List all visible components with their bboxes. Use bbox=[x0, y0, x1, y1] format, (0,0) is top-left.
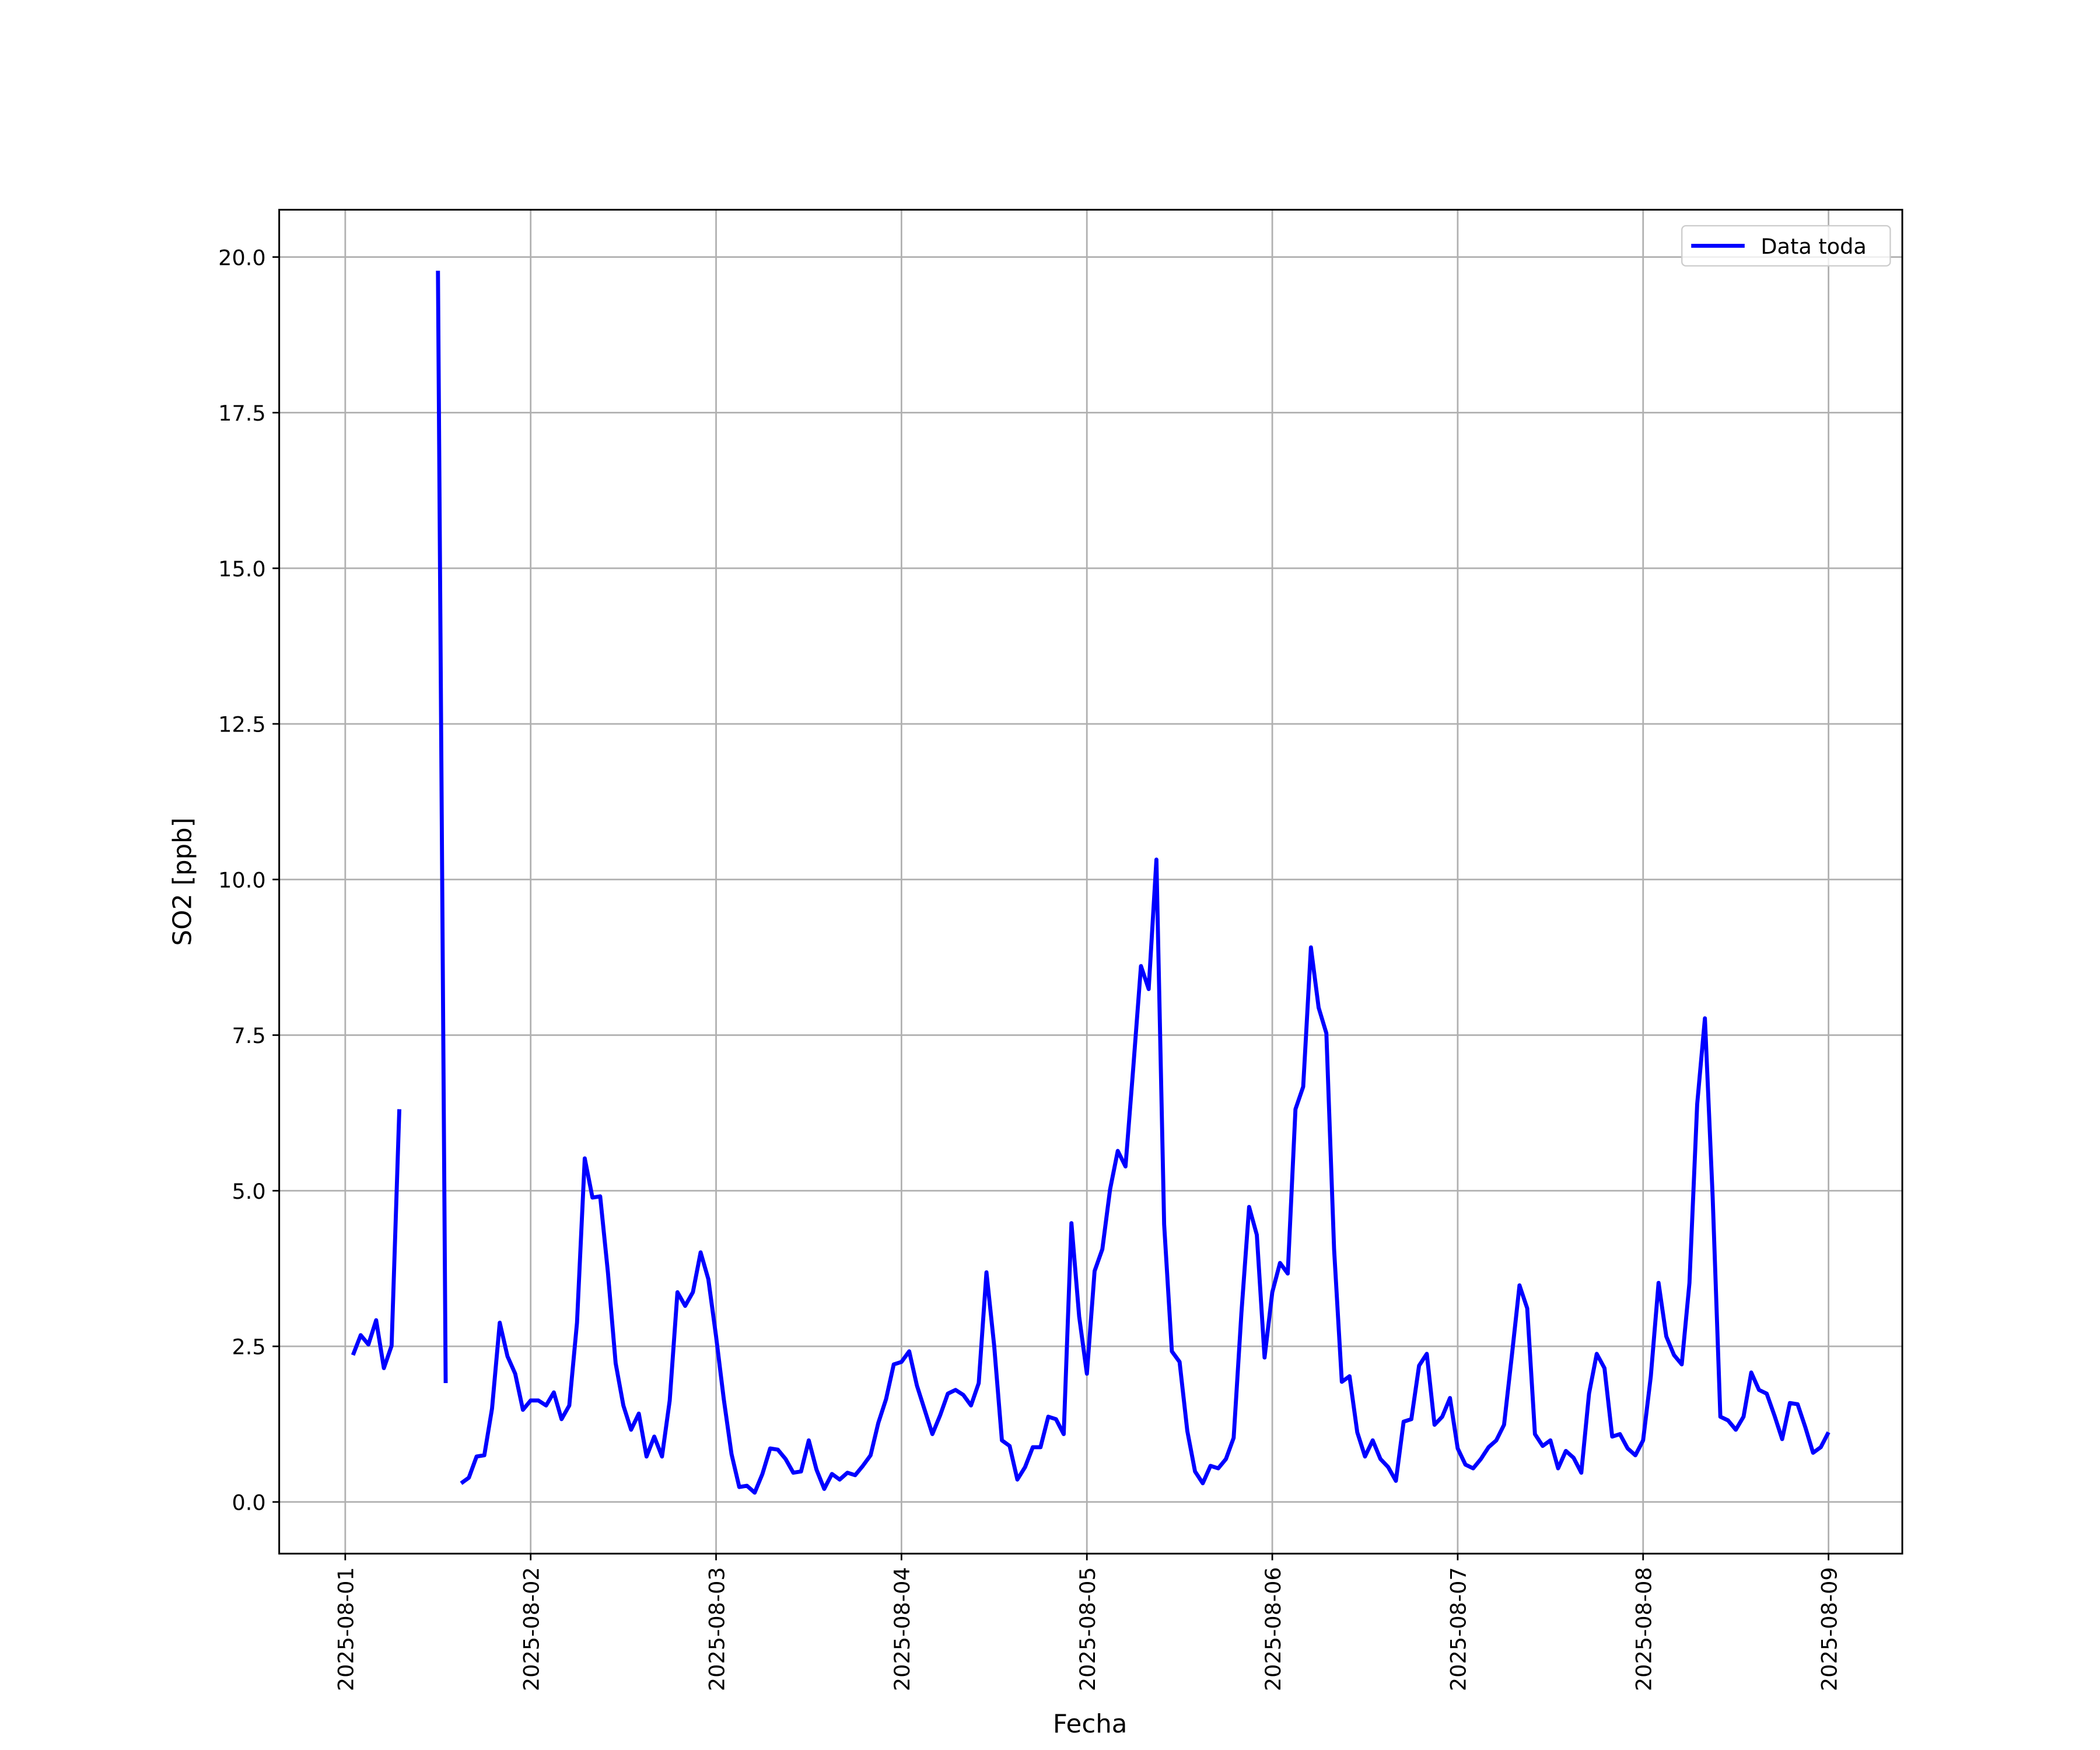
y-tick-label: 20.0 bbox=[218, 245, 266, 270]
data-line bbox=[351, 271, 1831, 1495]
y-axis-label: SO2 [ppb] bbox=[168, 817, 197, 946]
plot-frame bbox=[278, 209, 1903, 1555]
x-tick-label: 2025-08-06 bbox=[1261, 1567, 1286, 1691]
y-tick-label: 10.0 bbox=[218, 867, 266, 892]
x-tick-label: 2025-08-09 bbox=[1817, 1567, 1842, 1691]
x-tick-label: 2025-08-04 bbox=[890, 1567, 915, 1691]
x-tick-label: 2025-08-08 bbox=[1631, 1567, 1656, 1691]
y-tick-label: 7.5 bbox=[232, 1023, 265, 1048]
legend-label: Data toda bbox=[1760, 234, 1867, 259]
x-tick-label: 2025-08-03 bbox=[704, 1567, 729, 1691]
y-tick-label: 0.0 bbox=[232, 1490, 265, 1516]
legend: Data toda bbox=[1681, 225, 1891, 267]
x-tick-label: 2025-08-01 bbox=[334, 1567, 359, 1691]
y-tick-label: 12.5 bbox=[218, 712, 266, 737]
x-tick-label: 2025-08-02 bbox=[519, 1567, 544, 1691]
y-tick-label: 15.0 bbox=[218, 556, 266, 582]
x-axis-label: Fecha bbox=[1053, 1710, 1128, 1739]
y-tick-label: 2.5 bbox=[232, 1335, 265, 1360]
x-tick-label: 2025-08-05 bbox=[1075, 1567, 1100, 1691]
x-tick-label: 2025-08-07 bbox=[1446, 1567, 1471, 1691]
y-tick-label: 17.5 bbox=[218, 401, 266, 426]
y-tick-label: 5.0 bbox=[232, 1179, 265, 1204]
legend-box bbox=[1681, 225, 1891, 267]
